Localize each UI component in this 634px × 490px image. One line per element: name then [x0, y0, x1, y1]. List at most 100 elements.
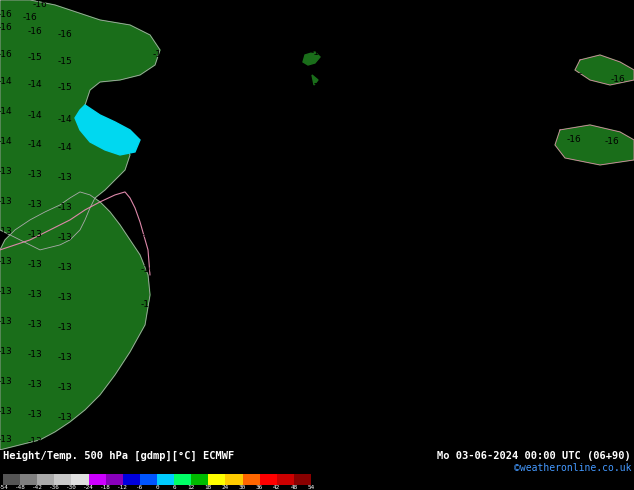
Text: -15: -15 — [120, 0, 136, 4]
Text: -16: -16 — [593, 44, 607, 52]
Text: -16: -16 — [491, 9, 505, 19]
Text: -15: -15 — [193, 53, 207, 63]
Text: -16: -16 — [391, 87, 405, 97]
Text: -18: -18 — [257, 185, 273, 195]
Text: -17: -17 — [507, 419, 521, 428]
Text: -15: -15 — [151, 75, 165, 84]
Text: -16: -16 — [514, 227, 528, 236]
Text: -17: -17 — [396, 355, 410, 365]
Text: -16: -16 — [141, 367, 155, 375]
Text: -15: -15 — [351, 85, 365, 95]
Text: -14: -14 — [58, 116, 72, 124]
Text: -16: -16 — [77, 5, 93, 15]
Text: -16: -16 — [174, 433, 190, 442]
Text: -16: -16 — [23, 14, 37, 23]
Text: -17: -17 — [321, 249, 337, 258]
Text: -16: -16 — [372, 162, 386, 171]
Text: -17: -17 — [292, 218, 306, 226]
Bar — [37, 474, 55, 485]
Text: -15: -15 — [231, 79, 245, 89]
Text: -16: -16 — [58, 30, 72, 40]
Text: -15: -15 — [145, 200, 159, 209]
Text: -16: -16 — [441, 8, 455, 18]
Text: -16: -16 — [439, 225, 455, 234]
Text: 42: 42 — [273, 486, 280, 490]
Text: -12: -12 — [117, 486, 128, 490]
Text: -17: -17 — [248, 437, 262, 446]
Text: -16: -16 — [148, 173, 162, 182]
Text: -17: -17 — [321, 381, 337, 391]
Text: -13: -13 — [28, 230, 42, 240]
Text: -17: -17 — [543, 359, 559, 368]
Bar — [140, 474, 157, 485]
Text: -16: -16 — [482, 169, 498, 177]
Text: -42: -42 — [32, 486, 42, 490]
Text: -16: -16 — [0, 50, 13, 59]
Text: -16: -16 — [406, 195, 422, 203]
Text: -17: -17 — [507, 256, 521, 266]
Bar — [209, 474, 226, 485]
Text: -17: -17 — [507, 293, 521, 301]
Text: -17: -17 — [470, 255, 484, 265]
Text: -17: -17 — [359, 415, 373, 423]
Text: -16: -16 — [0, 24, 13, 32]
Text: -17: -17 — [321, 351, 337, 360]
Text: -17: -17 — [285, 379, 299, 389]
Text: -18: -18 — [217, 210, 233, 220]
Text: -15: -15 — [188, 110, 202, 120]
Text: -16: -16 — [605, 137, 619, 147]
Text: -18: -18 — [181, 205, 195, 215]
Polygon shape — [303, 52, 320, 65]
Text: -14: -14 — [28, 141, 42, 149]
Polygon shape — [75, 105, 140, 155]
Text: -13: -13 — [0, 257, 13, 267]
Text: -15: -15 — [198, 27, 212, 36]
Text: -15: -15 — [271, 81, 285, 91]
Text: -16: -16 — [444, 196, 458, 205]
Text: -17: -17 — [210, 241, 225, 249]
Text: Height/Temp. 500 hPa [gdmp][°C] ECMWF: Height/Temp. 500 hPa [gdmp][°C] ECMWF — [3, 451, 234, 461]
Text: -16: -16 — [611, 75, 625, 84]
Text: -16: -16 — [311, 49, 325, 57]
Text: 12: 12 — [188, 486, 195, 490]
Text: -48: -48 — [15, 486, 25, 490]
Text: -16: -16 — [373, 34, 387, 44]
Text: -16: -16 — [335, 160, 349, 170]
Text: -16: -16 — [141, 266, 155, 274]
Text: -15: -15 — [318, 61, 332, 71]
Text: -17: -17 — [583, 421, 597, 430]
Text: -17: -17 — [183, 177, 197, 186]
Text: -17: -17 — [359, 287, 373, 296]
Text: -17: -17 — [543, 257, 559, 267]
Bar — [123, 474, 140, 485]
Text: -16: -16 — [569, 74, 583, 82]
Text: -13: -13 — [0, 318, 13, 326]
Polygon shape — [312, 75, 318, 85]
Text: -17: -17 — [470, 418, 484, 427]
Text: -13: -13 — [28, 320, 42, 329]
Text: -15: -15 — [153, 50, 167, 59]
Text: -17: -17 — [248, 345, 262, 354]
Text: -17: -17 — [321, 412, 337, 421]
Text: -13: -13 — [58, 323, 72, 332]
Bar — [260, 474, 277, 485]
Text: -17: -17 — [285, 440, 299, 448]
Text: -17: -17 — [507, 445, 521, 454]
Text: -16: -16 — [141, 430, 155, 440]
Text: 24: 24 — [222, 486, 229, 490]
Bar — [72, 474, 89, 485]
Text: -16: -16 — [446, 167, 460, 175]
Text: -16: -16 — [210, 435, 225, 444]
Text: -16: -16 — [174, 270, 190, 279]
Text: -13: -13 — [0, 227, 13, 236]
Text: -16: -16 — [409, 165, 424, 173]
Bar — [106, 474, 123, 485]
Text: -14: -14 — [141, 230, 155, 240]
Bar — [294, 474, 311, 485]
Text: -17: -17 — [543, 420, 559, 429]
Text: -15: -15 — [158, 25, 172, 34]
Text: -17: -17 — [248, 376, 262, 385]
Text: -13: -13 — [28, 171, 42, 179]
Text: -17: -17 — [396, 323, 410, 332]
Text: -16: -16 — [151, 146, 165, 154]
